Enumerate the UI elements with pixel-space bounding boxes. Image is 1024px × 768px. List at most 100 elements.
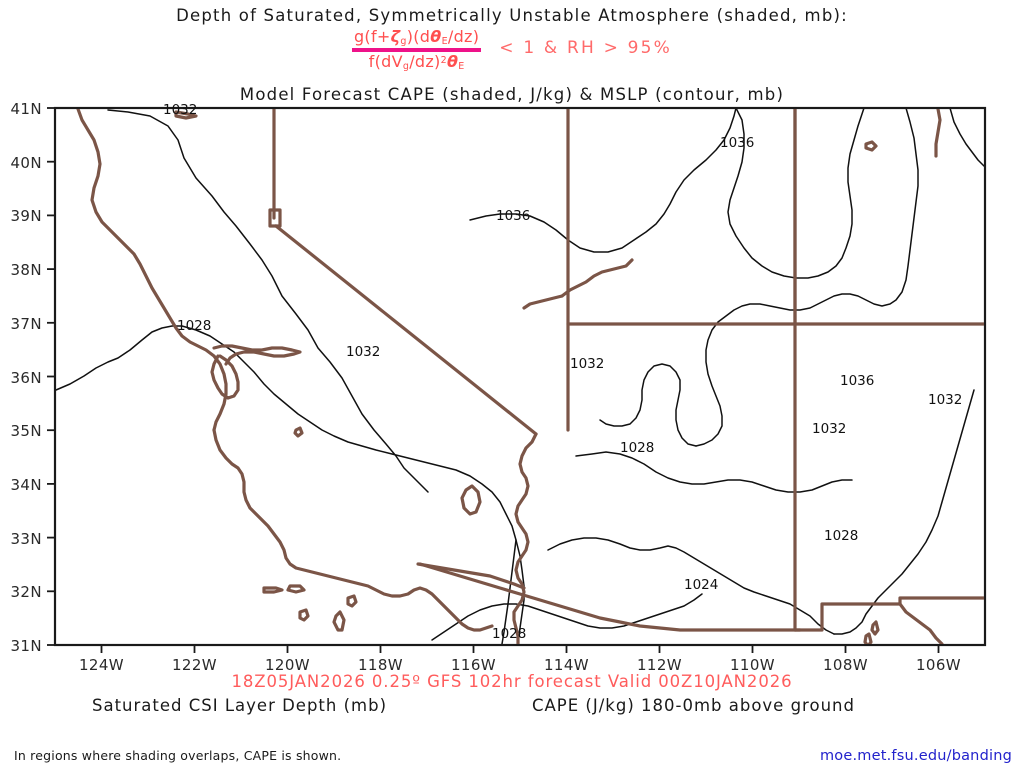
island-channel-1 xyxy=(262,586,284,594)
map-canvas: 1032 1036 1036 1036 1032 1028 1032 1032 … xyxy=(47,102,987,653)
map-plot-area: 1032 1036 1036 1036 1032 1028 1032 1032 … xyxy=(0,100,1024,674)
border-nevada-notch xyxy=(268,208,282,228)
border-sf-bay-inner xyxy=(210,354,240,400)
island-channel-2 xyxy=(286,584,306,594)
axis-ticks xyxy=(47,107,940,653)
lat-tick-37n: 37N xyxy=(10,314,42,333)
formula-condition: < 1 & RH > 95% xyxy=(499,38,673,59)
lake-salton-sea xyxy=(460,484,482,516)
contour-1036-far-ne xyxy=(949,109,984,167)
lake-nm-1 xyxy=(870,620,880,636)
lat-tick-32n: 32N xyxy=(10,583,42,602)
island-catalina xyxy=(332,610,346,632)
legend-row: Saturated CSI Layer Depth (mb) CAPE (J/k… xyxy=(0,696,1024,718)
contour-label: 1036 xyxy=(720,135,754,151)
lon-tick-116w: 116W xyxy=(450,656,497,674)
page-subtitle: Model Forecast CAPE (shaded, J/kg) & MSL… xyxy=(239,85,785,104)
lon-tick-124w: 124W xyxy=(78,656,125,674)
lon-tick-106w: 106W xyxy=(915,656,962,674)
state-border-group xyxy=(76,109,984,644)
mslp-contour-group xyxy=(56,109,984,644)
svg-text:1028: 1028 xyxy=(824,528,858,544)
lat-tick-38n: 38N xyxy=(10,261,42,280)
lat-tick-31n: 31N xyxy=(10,637,42,655)
source-url-link[interactable]: moe.met.fsu.edu/banding xyxy=(819,748,1012,764)
lat-tick-34n: 34N xyxy=(10,475,42,494)
forecast-valid-line: 18Z05JAN2026 0.25º GFS 102hr forecast Va… xyxy=(231,672,793,691)
contour-1036-east xyxy=(727,109,865,279)
page-title: Depth of Saturated, Symmetrically Unstab… xyxy=(176,6,848,25)
border-rio-grande xyxy=(934,109,942,158)
svg-text:1028: 1028 xyxy=(177,318,211,334)
contour-1032-az xyxy=(575,451,853,493)
lat-tick-39n: 39N xyxy=(10,207,42,226)
border-nevada-diagonal xyxy=(274,224,538,436)
contour-label: 1032 xyxy=(346,344,380,360)
fraction-bar xyxy=(351,48,482,53)
border-california-coast xyxy=(76,109,228,432)
border-colorado-river xyxy=(512,432,538,644)
lat-tick-36n: 36N xyxy=(10,368,42,387)
contour-1028-baja xyxy=(501,539,517,644)
lake-nm-2 xyxy=(863,632,873,644)
lat-tick-41n: 41N xyxy=(10,100,42,118)
formula-denominator: f(dVg/dz)2θE xyxy=(368,52,465,73)
island-san-clemente xyxy=(298,608,310,622)
contour-1024-south xyxy=(431,593,703,641)
svg-text:1036: 1036 xyxy=(496,208,530,224)
island-small-sn xyxy=(346,594,358,608)
legend-caption-csi: Saturated CSI Layer Depth (mb) xyxy=(92,696,388,715)
svg-text:1028: 1028 xyxy=(492,626,526,642)
lat-tick-40n: 40N xyxy=(10,153,42,172)
contour-1028-west xyxy=(56,325,525,641)
contour-label-group: 1032 1036 1036 1036 1032 1028 1032 1032 … xyxy=(163,102,962,642)
border-river-tributary xyxy=(522,294,564,310)
svg-text:1032: 1032 xyxy=(570,356,604,372)
border-sf-bay xyxy=(212,344,302,366)
svg-text:1032: 1032 xyxy=(346,344,380,360)
lon-tick-114w: 114W xyxy=(543,656,590,674)
contour-label: 1024 xyxy=(684,577,718,593)
svg-text:1036: 1036 xyxy=(840,373,874,389)
shading-overlap-note: In regions where shading overlaps, CAPE … xyxy=(14,748,342,763)
legend-caption-cape: CAPE (J/kg) 180-0mb above ground xyxy=(532,696,855,715)
header: Depth of Saturated, Symmetrically Unstab… xyxy=(0,0,1024,106)
lat-tick-33n: 33N xyxy=(10,529,42,548)
contour-label: 1028 xyxy=(824,528,858,544)
svg-text:1028: 1028 xyxy=(620,440,654,456)
lon-tick-122w: 122W xyxy=(171,656,218,674)
contour-label: 1032 xyxy=(163,102,197,118)
formula-numerator: g(f+ζg)(dθE/dz) xyxy=(353,27,480,47)
svg-text:1024: 1024 xyxy=(684,577,718,593)
formula-fraction: g(f+ζg)(dθE/dz) f(dVg/dz)2θE xyxy=(351,27,482,73)
lat-tick-35n: 35N xyxy=(10,422,42,441)
contour-1032-nv xyxy=(599,363,697,447)
svg-text:1032: 1032 xyxy=(928,392,962,408)
svg-text:1036: 1036 xyxy=(720,135,754,151)
contour-label: 1036 xyxy=(840,373,874,389)
contour-label: 1028 xyxy=(177,318,211,334)
lon-tick-118w: 118W xyxy=(357,656,404,674)
lake-mono xyxy=(293,426,304,438)
contour-label: 1032 xyxy=(812,421,846,437)
contour-1028-nm xyxy=(833,389,975,635)
lake-great-salt xyxy=(864,140,878,152)
lake-tiny-nv xyxy=(174,110,198,120)
border-nm-bootheel xyxy=(793,596,984,632)
contour-label: 1036 xyxy=(496,208,530,224)
csi-criterion-formula: g(f+ζg)(dθE/dz) f(dVg/dz)2θE < 1 & RH > … xyxy=(0,28,1024,73)
lon-tick-110w: 110W xyxy=(729,656,776,674)
border-mexico-california xyxy=(416,562,526,590)
border-socal-coast xyxy=(212,428,494,632)
contour-label: 1028 xyxy=(620,440,654,456)
lon-tick-112w: 112W xyxy=(636,656,683,674)
border-mexico-diagonal xyxy=(418,562,802,632)
border-nm-mexico-se xyxy=(898,602,944,644)
contour-1028-az xyxy=(547,537,835,635)
svg-text:1032: 1032 xyxy=(163,102,197,118)
svg-text:1032: 1032 xyxy=(812,421,846,437)
lon-tick-108w: 108W xyxy=(822,656,869,674)
note-row: In regions where shading overlaps, CAPE … xyxy=(0,748,1024,768)
contour-1032-nw xyxy=(107,109,429,493)
